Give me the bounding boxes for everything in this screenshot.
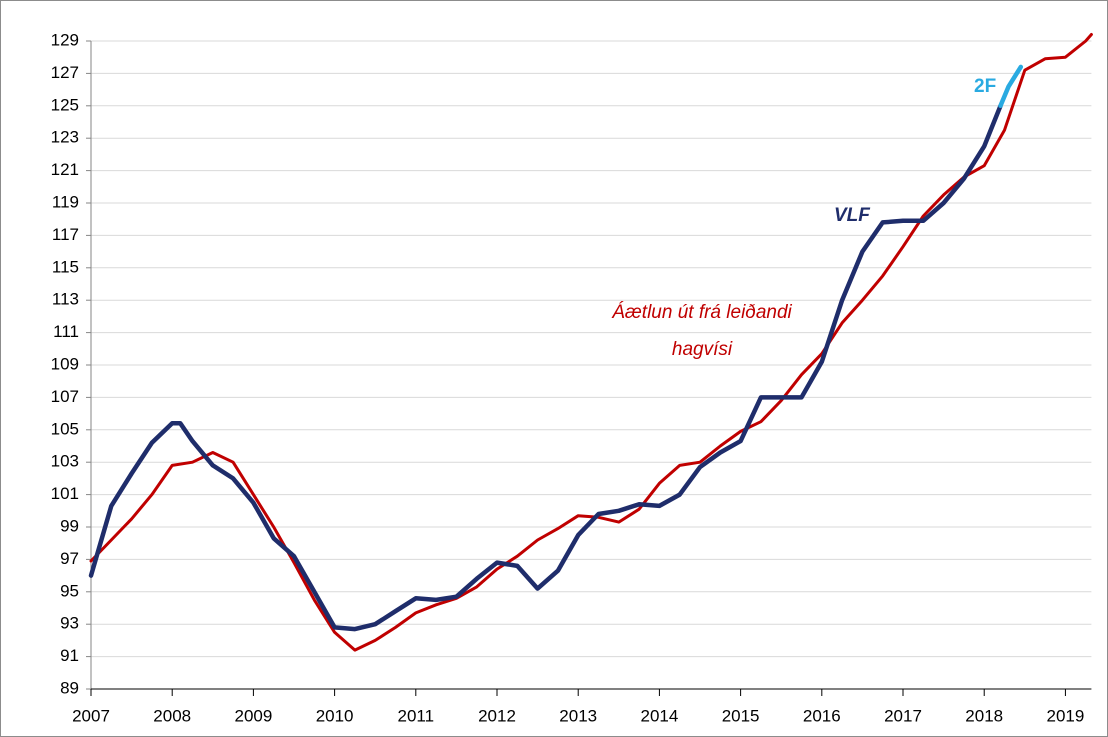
y-tick-label: 89 <box>60 678 79 697</box>
x-tick-label: 2014 <box>640 706 678 725</box>
x-tick-label: 2007 <box>72 706 110 725</box>
y-tick-label: 93 <box>60 614 79 633</box>
y-tick-label: 111 <box>53 322 79 341</box>
series-label: VLF <box>834 205 870 226</box>
y-tick-label: 99 <box>60 516 79 535</box>
x-tick-label: 2015 <box>722 706 760 725</box>
data-line <box>89 33 1093 652</box>
y-tick-label: 101 <box>51 484 79 503</box>
y-tick-label: 115 <box>52 257 79 276</box>
y-tick-label: 119 <box>52 192 79 211</box>
y-tick-label: 129 <box>51 30 79 49</box>
x-tick-label: 2013 <box>559 706 597 725</box>
y-tick-label: 109 <box>51 354 79 373</box>
y-tick-label: 123 <box>51 128 79 147</box>
series-label: 2F <box>974 76 997 97</box>
x-tick-label: 2011 <box>398 706 435 725</box>
y-tick-label: 91 <box>60 646 79 665</box>
x-tick-label: 2012 <box>478 706 516 725</box>
y-tick-label: 127 <box>51 63 79 82</box>
x-tick-label: 2019 <box>1047 706 1085 725</box>
data-line <box>88 103 1003 632</box>
x-tick-label: 2018 <box>965 706 1003 725</box>
y-tick-label: 121 <box>51 160 79 179</box>
y-tick-label: 95 <box>60 581 79 600</box>
y-tick-label: 125 <box>51 95 79 114</box>
x-tick-label: 2010 <box>316 706 354 725</box>
y-tick-label: 103 <box>51 452 79 471</box>
series-label: Áætlun út frá leiðandi hagvísi <box>612 302 792 360</box>
x-tick-label: 2009 <box>234 706 272 725</box>
y-tick-label: 107 <box>51 387 79 406</box>
x-tick-label: 2017 <box>884 706 922 725</box>
y-tick-label: 97 <box>60 549 79 568</box>
x-tick-label: 2008 <box>153 706 191 725</box>
y-tick-label: 105 <box>51 419 79 438</box>
data-line <box>998 64 1024 109</box>
y-tick-label: 113 <box>52 290 79 309</box>
x-tick-label: 2016 <box>803 706 841 725</box>
y-tick-label: 117 <box>52 225 79 244</box>
